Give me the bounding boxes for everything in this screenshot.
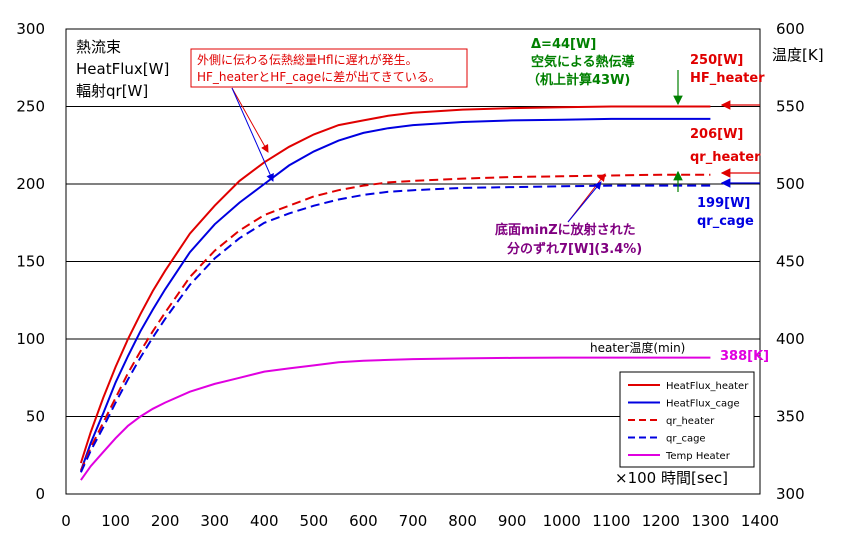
heater-temp-label: heater温度(min) xyxy=(590,340,685,355)
y2-tick-label: 350 xyxy=(776,408,805,426)
x-tick-label: 300 xyxy=(200,512,229,530)
hf-heater-name: HF_heater xyxy=(690,71,765,86)
series-line-heatflux-heater xyxy=(79,105,711,464)
legend-label: Temp Heater xyxy=(665,451,731,462)
y-tick-label: 150 xyxy=(16,253,45,271)
note-box xyxy=(190,48,468,88)
series-line-temp-heater xyxy=(80,356,711,481)
x-tick-label: 1200 xyxy=(642,512,680,530)
chart-title-line-1: 熱流束 xyxy=(76,38,121,56)
qr-heater-name: qr_heater xyxy=(690,150,761,165)
chart-title-line-3: 輻射qr[W] xyxy=(76,82,148,100)
y-tick-label: 0 xyxy=(35,485,45,503)
x-tick-label: 900 xyxy=(498,512,527,530)
y2-axis-label: 温度[K] xyxy=(772,46,824,64)
y2-tick-label: 400 xyxy=(776,330,805,348)
delta-value: Δ=44[W] xyxy=(531,37,596,52)
y2-tick-label: 550 xyxy=(776,98,805,116)
legend-label: qr_heater xyxy=(666,416,715,427)
radiation-note-line-2: 分のずれ7[W](3.4%) xyxy=(507,241,642,257)
x-tick-label: 200 xyxy=(151,512,180,530)
series-group xyxy=(79,105,711,481)
legend-label: HeatFlux_heater xyxy=(666,381,749,392)
qr-cage-name: qr_cage xyxy=(697,214,754,229)
y-tick-label: 250 xyxy=(16,98,45,116)
x-axis-ticks: 0 100 200 300 400 500 600 700 800 900 1000 1100 1200… xyxy=(61,512,779,530)
x-tick-label: 1300 xyxy=(691,512,729,530)
y2-tick-label: 600 xyxy=(776,20,805,38)
x-tick-label: 1400 xyxy=(741,512,779,530)
radiation-arrow-cage xyxy=(567,181,602,223)
x-tick-label: 500 xyxy=(300,512,329,530)
y2-tick-label: 300 xyxy=(776,485,805,503)
series-line-qr-cage xyxy=(79,184,711,473)
x-tick-label: 1100 xyxy=(592,512,630,530)
x-axis-label: ×100 時間[sec] xyxy=(615,469,728,487)
x-tick-label: 100 xyxy=(101,512,130,530)
legend-label: HeatFlux_cage xyxy=(666,399,740,410)
qr-cage-value: 199[W] xyxy=(697,196,750,211)
note-line-1: 外側に伝わる伝熱総量Hflに遅れが発生。 xyxy=(197,52,418,67)
y-tick-label: 200 xyxy=(16,175,45,193)
series-line-heatflux-cage xyxy=(79,117,711,472)
y2-tick-label: 450 xyxy=(776,253,805,271)
x-tick-label: 1000 xyxy=(543,512,581,530)
y2-tick-label: 500 xyxy=(776,175,805,193)
y-tick-label: 50 xyxy=(26,408,45,426)
legend-items: HeatFlux_heater HeatFlux_cage qr_heater qr_… xyxy=(628,381,749,462)
y-axis-ticks: 0 50 100 150 200 250 300 xyxy=(16,20,45,503)
y2-axis-ticks: 300 350 400 450 500 550 600 xyxy=(776,20,805,503)
x-tick-label: 400 xyxy=(250,512,279,530)
hf-heater-value: 250[W] xyxy=(690,53,743,68)
legend-box xyxy=(619,371,755,468)
note-arrow-heater xyxy=(231,87,269,153)
note-arrow-cage xyxy=(231,87,274,182)
heater-temp-value: 388[K] xyxy=(720,349,769,364)
x-tick-label: 700 xyxy=(399,512,428,530)
delta-line-3: （机上計算43W) xyxy=(527,72,630,88)
chart-title-line-2: HeatFlux[W] xyxy=(76,60,169,78)
radiation-note-line-1: 底面minZに放射された xyxy=(495,222,636,238)
note-line-2: HF_heaterとHF_cageに差が出てきている。 xyxy=(197,69,441,84)
legend: HeatFlux_heater HeatFlux_cage qr_heater qr_… xyxy=(619,371,755,468)
x-tick-label: 0 xyxy=(61,512,71,530)
x-tick-label: 800 xyxy=(448,512,477,530)
x-tick-label: 600 xyxy=(349,512,378,530)
y-tick-label: 100 xyxy=(16,330,45,348)
delta-line-2: 空気による熱伝導 xyxy=(531,54,635,70)
qr-heater-value: 206[W] xyxy=(690,127,743,142)
series-line-qr-heater xyxy=(79,173,711,472)
y-tick-label: 300 xyxy=(16,20,45,38)
legend-label: qr_cage xyxy=(666,434,706,445)
